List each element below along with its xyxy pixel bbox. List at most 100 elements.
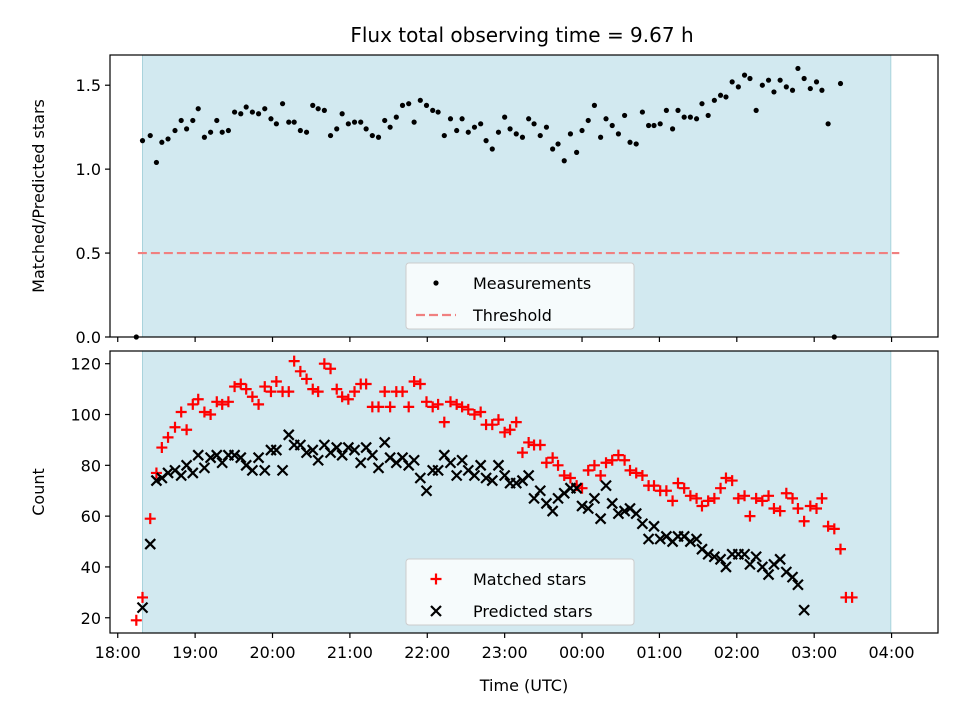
matched-star-point (499, 426, 511, 438)
predicted-star-point (372, 462, 385, 474)
matched-star-point (516, 447, 528, 459)
predicted-star-point (204, 451, 217, 464)
matched-star-point (846, 591, 858, 603)
measurement-point (184, 126, 190, 132)
matched-star-point (564, 472, 576, 484)
measurement-point (471, 124, 478, 130)
matched-star-point (187, 398, 199, 410)
y-tick-label: 20 (81, 609, 101, 628)
measurement-point (645, 122, 652, 129)
measurement-point (585, 117, 591, 124)
x-tick-label: 18:00 (95, 643, 141, 662)
matched-star-point (540, 457, 552, 469)
predicted-star-point (636, 517, 649, 530)
predicted-star-point (642, 533, 655, 545)
measurement-point (172, 127, 178, 134)
measurement-point (441, 132, 447, 139)
measurement-point (286, 119, 292, 125)
measurement-point (297, 127, 303, 134)
matched-star-point (774, 505, 786, 517)
measurement-point (639, 109, 645, 115)
matched-star-point (702, 495, 714, 507)
measurement-point (393, 114, 399, 120)
matched-star-point (462, 403, 474, 415)
matched-star-point (475, 406, 487, 418)
measurement-point (483, 138, 489, 144)
x-axis-label: Time (UTC) (479, 676, 568, 695)
measurement-point (159, 139, 165, 145)
predicted-star-point (582, 502, 595, 515)
y-tick-label: 120 (70, 355, 101, 374)
measurement-point (591, 102, 598, 108)
matched-star-point (198, 406, 210, 418)
predicted-star-point (750, 551, 762, 563)
measurement-point (555, 141, 561, 147)
measurement-point (693, 116, 700, 122)
y-tick-label: 60 (81, 507, 101, 526)
matched-star-point (270, 375, 282, 387)
matched-star-point (349, 386, 361, 398)
predicted-star-point (576, 500, 588, 512)
predicted-star-point (786, 571, 799, 583)
measurement-point (423, 102, 430, 108)
predicted-star-point (588, 492, 601, 505)
predicted-star-point (300, 446, 313, 459)
legend-marker-predicted (430, 605, 442, 617)
predicted-star-point (798, 604, 810, 616)
measurement-point (537, 132, 543, 139)
predicted-star-point (432, 464, 444, 477)
measurement-point (807, 85, 813, 92)
predicted-star-point (714, 553, 727, 566)
measurement-point (633, 141, 639, 147)
matched-star-point (763, 490, 775, 502)
matched-star-point (504, 424, 516, 436)
matched-star-point (708, 492, 720, 504)
matched-star-point (162, 431, 174, 443)
measurement-point (502, 114, 508, 120)
matched-star-point (175, 406, 187, 418)
predicted-star-point (600, 479, 612, 492)
predicted-star-point (522, 469, 535, 482)
predicted-star-point (187, 467, 199, 479)
measurement-point (801, 75, 807, 82)
legend-label: Threshold (472, 306, 552, 325)
predicted-star-point (228, 449, 241, 461)
measurement-point (273, 121, 279, 127)
matched-star-point (486, 419, 498, 431)
matched-star-point (403, 401, 415, 413)
matched-star-point (130, 614, 142, 626)
y-tick-label: 0.5 (76, 244, 101, 263)
measurement-point (363, 126, 369, 132)
predicted-star-point (570, 482, 583, 494)
matched-star-point (216, 398, 228, 410)
measurement-point (759, 82, 765, 88)
predicted-star-point (492, 459, 505, 472)
matched-star-point (373, 401, 385, 413)
matched-star-point (318, 358, 330, 370)
predicted-star-point (246, 464, 259, 477)
measurement-point (550, 146, 556, 152)
predicted-star-point (486, 474, 499, 487)
matched-star-point (456, 401, 468, 413)
matched-star-point (558, 469, 570, 481)
measurement-point (315, 106, 321, 112)
predicted-star-point (258, 464, 271, 477)
measurement-point (651, 122, 657, 129)
predicted-star-point (594, 512, 607, 525)
ratio-chart: 0.0 0.5 1.0 1.5 Matched/Predicted stars Measu… (29, 54, 939, 347)
measurement-point (387, 124, 393, 130)
matched-star-point (325, 363, 337, 375)
predicted-star-point (420, 484, 433, 497)
measurement-point (795, 65, 801, 72)
matched-star-point (169, 421, 181, 433)
y-tick-label: 100 (70, 406, 101, 425)
matched-star-point (552, 459, 564, 471)
matched-star-point (576, 482, 588, 494)
measurement-point (195, 106, 201, 112)
measurement-point (615, 131, 622, 137)
measurement-point (741, 72, 748, 78)
y-tick-label: 1.5 (76, 76, 101, 95)
measurement-point (238, 111, 244, 117)
matched-star-point (600, 457, 612, 469)
